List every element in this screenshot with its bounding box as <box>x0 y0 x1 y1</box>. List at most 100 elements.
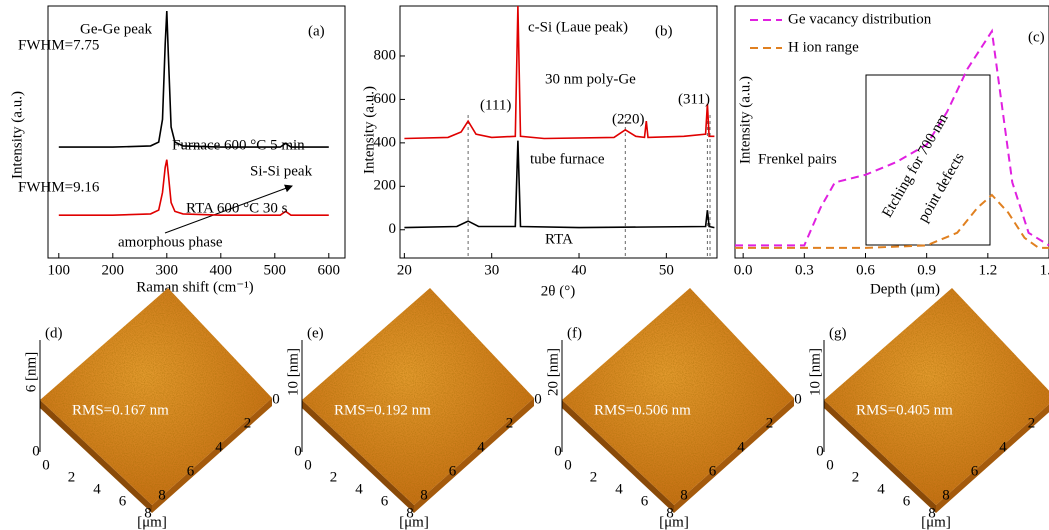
y-axis-label: Intensity (a.u.) <box>9 91 25 179</box>
panel-label: (d) <box>45 325 63 341</box>
panel-label: (c) <box>1028 29 1045 45</box>
afm-y-tick: 2 <box>506 415 514 431</box>
afm-x-tick: 6 <box>903 493 911 509</box>
afm-x-tick: 2 <box>330 469 338 485</box>
y-tick-label: 200 <box>374 178 397 194</box>
z-axis-label: 6 [nm] <box>23 352 39 392</box>
x-tick-label: 100 <box>48 262 71 278</box>
x-tick-label: 30 <box>484 262 499 278</box>
plot-frame <box>400 6 717 258</box>
afm-y-tick: 2 <box>1028 415 1036 431</box>
annotation: (311) <box>678 91 710 107</box>
y-axis-label: Intensity (a.u.) <box>361 86 377 174</box>
afm-x-tick: 0 <box>826 457 834 473</box>
panel-label: (e) <box>307 325 324 341</box>
afm-y-tick: 0 <box>794 391 802 407</box>
afm-y-tick: 4 <box>999 439 1007 455</box>
annotation: 30 nm poly-Ge <box>545 71 636 87</box>
afm-y-tick: 2 <box>244 415 252 431</box>
x-tick-label: 0.3 <box>795 262 814 278</box>
afm-x-tick: 4 <box>615 481 623 497</box>
figure: 100200300400500600Furnace 600 °C 5 minRT… <box>0 0 1049 530</box>
rms-label: RMS=0.405 nm <box>856 402 953 418</box>
x-tick-label: 0.9 <box>917 262 936 278</box>
afm-x-tick: 0 <box>42 457 50 473</box>
x-tick-label: 50 <box>659 262 674 278</box>
y-tick-label: 800 <box>374 47 397 63</box>
x-tick-label: 1.2 <box>978 262 997 278</box>
afm-y-tick: 2 <box>766 415 774 431</box>
afm-x-tick: 4 <box>93 481 101 497</box>
afm-x-tick: 4 <box>355 481 363 497</box>
panel-label: (b) <box>655 23 673 39</box>
y-tick-label: 0 <box>389 221 397 237</box>
z-zero-label: 0 <box>554 443 562 459</box>
afm-y-tick: 8 <box>420 487 428 503</box>
annotation: (220) <box>612 111 645 127</box>
afm-x-tick: 6 <box>381 493 389 509</box>
afm-y-tick: 6 <box>187 463 195 479</box>
annotation: (111) <box>480 97 511 113</box>
x-tick-label: 0.6 <box>856 262 875 278</box>
x-tick-label: 500 <box>264 262 287 278</box>
z-axis-label: 10 [nm] <box>807 348 823 396</box>
legend-label: Ge vacancy distribution <box>788 11 932 27</box>
x-tick-label: 200 <box>102 262 125 278</box>
x-tick-label: 0.0 <box>734 262 753 278</box>
rms-label: RMS=0.506 nm <box>594 402 691 418</box>
afm-y-tick: 4 <box>215 439 223 455</box>
annotation: FWHM=9.16 <box>18 179 100 195</box>
panel-label: (f) <box>567 325 582 341</box>
afm-x-tick: 0 <box>304 457 312 473</box>
afm-y-tick: 6 <box>709 463 717 479</box>
x-axis-label: Raman shift (cm⁻¹) <box>136 279 253 295</box>
panel-label: (a) <box>308 23 325 39</box>
afm-y-tick: 0 <box>534 391 542 407</box>
x-axis-label: Depth (μm) <box>870 281 940 297</box>
afm-y-tick: 8 <box>680 487 688 503</box>
x-tick-label: 600 <box>318 262 341 278</box>
x-tick-label: 20 <box>397 262 412 278</box>
afm-x-tick: 0 <box>564 457 572 473</box>
afm-x-tick: 6 <box>119 493 127 509</box>
afm-x-tick: 4 <box>877 481 885 497</box>
z-zero-label: 0 <box>294 443 302 459</box>
afm-y-tick: 4 <box>477 439 485 455</box>
series-label: Furnace 600 °C 5 min <box>172 137 305 153</box>
afm-y-tick: 8 <box>942 487 950 503</box>
afm-x-tick: 2 <box>852 469 860 485</box>
series-label: RTA 600 °C 30 s <box>186 200 288 216</box>
z-zero-label: 0 <box>32 443 40 459</box>
x-tick-label: 400 <box>210 262 233 278</box>
series-label: RTA <box>545 231 573 247</box>
rms-label: RMS=0.167 nm <box>72 402 169 418</box>
x-axis-label: 2θ (°) <box>541 283 575 299</box>
afm-unit: [μm] <box>921 514 951 530</box>
afm-y-tick: 6 <box>449 463 457 479</box>
afm-y-tick: 8 <box>158 487 166 503</box>
x-tick-label: 40 <box>572 262 587 278</box>
annotation: FWHM=7.75 <box>18 37 99 53</box>
rms-label: RMS=0.192 nm <box>334 402 431 418</box>
x-tick-label: 1.5 <box>1040 262 1049 278</box>
annotation: amorphous phase <box>118 234 223 250</box>
afm-y-tick: 0 <box>272 391 280 407</box>
panel-label: (g) <box>829 325 847 341</box>
afm-y-tick: 6 <box>971 463 979 479</box>
annotation: Ge-Ge peak <box>80 21 153 37</box>
afm-unit: [μm] <box>399 514 429 530</box>
annotation: c-Si (Laue peak) <box>528 19 628 35</box>
series-label: tube furnace <box>530 151 605 167</box>
z-axis-label: 10 [nm] <box>285 348 301 396</box>
legend-label: H ion range <box>788 39 859 55</box>
afm-x-tick: 6 <box>641 493 649 509</box>
afm-x-tick: 2 <box>590 469 598 485</box>
afm-unit: [μm] <box>137 514 167 530</box>
z-zero-label: 0 <box>816 443 824 459</box>
afm-unit: [μm] <box>659 514 689 530</box>
afm-y-tick: 4 <box>737 439 745 455</box>
y-axis-label: Intensity (a.u.) <box>737 76 753 164</box>
annotation: Frenkel pairs <box>758 151 837 167</box>
afm-x-tick: 2 <box>68 469 76 485</box>
x-tick-label: 300 <box>156 262 179 278</box>
